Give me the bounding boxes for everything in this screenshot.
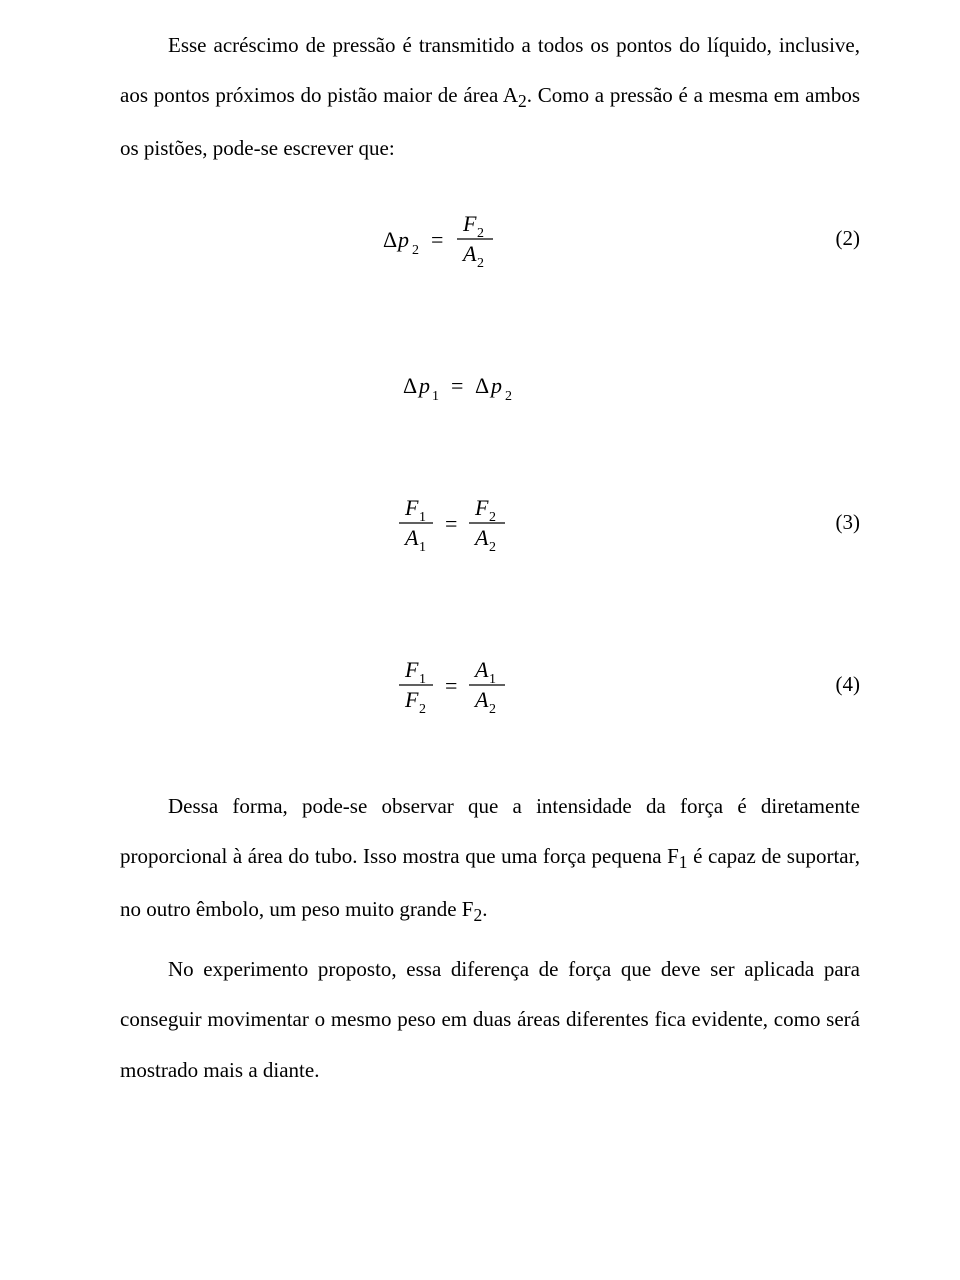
- eq3-A1: A: [403, 525, 419, 550]
- eq4-equals: =: [445, 673, 457, 698]
- eq3-F1: F: [404, 495, 419, 520]
- eq2-equals: =: [431, 227, 443, 252]
- equation-3-row: F 1 A 1 = F 2 A 2 (3): [120, 491, 860, 555]
- equation-2b: Δ p 1 = Δ p 2: [120, 369, 840, 405]
- eq3-equals: =: [445, 511, 457, 536]
- eq2b-sub-l: 1: [432, 389, 439, 404]
- eq2b-p-l: p: [417, 373, 430, 398]
- eq4-F2-sub: 2: [419, 702, 426, 717]
- eq4-F2: F: [404, 687, 419, 712]
- eq2b-delta-l: Δ: [403, 373, 417, 398]
- p1-sub: 2: [518, 92, 527, 112]
- equation-4-row: F 1 F 2 = A 1 A 2 (4): [120, 653, 860, 717]
- p2b-sub: 2: [473, 905, 482, 925]
- eq4-A2-sub: 2: [489, 702, 496, 717]
- eq3-A2-sub: 2: [489, 540, 496, 555]
- equation-2b-row: Δ p 1 = Δ p 2: [120, 369, 860, 405]
- eq2-A: A: [461, 241, 477, 266]
- eq2-sub-left: 2: [412, 243, 419, 258]
- paragraph-3: No experimento proposto, essa diferença …: [120, 944, 860, 1095]
- equation-4: F 1 F 2 = A 1 A 2: [120, 653, 816, 717]
- paragraph-2: Dessa forma, pode-se observar que a inte…: [120, 781, 860, 936]
- eq3-F2: F: [474, 495, 489, 520]
- eq4-F1: F: [404, 657, 419, 682]
- eq2b-equals: =: [451, 373, 463, 398]
- equation-3: F 1 A 1 = F 2 A 2: [120, 491, 816, 555]
- eq4-A1: A: [473, 657, 489, 682]
- eq2-delta: Δ: [383, 227, 397, 252]
- equation-2-svg: Δ p 2 = F 2 A 2: [383, 207, 553, 271]
- p2a-sub: 1: [679, 853, 688, 873]
- equation-2-block: Δ p 2 = F 2 A 2 (2): [120, 207, 860, 271]
- p2b-tail: .: [482, 897, 487, 921]
- eq2b-sub-r: 2: [505, 389, 512, 404]
- eq4-A2: A: [473, 687, 489, 712]
- eq2b-delta-r: Δ: [475, 373, 489, 398]
- equation-3-block: F 1 A 1 = F 2 A 2 (3): [120, 491, 860, 555]
- equation-2: Δ p 2 = F 2 A 2: [120, 207, 816, 271]
- equation-2-number: (2): [816, 226, 861, 251]
- eq3-A2: A: [473, 525, 489, 550]
- p3-text: No experimento proposto, essa diferença …: [120, 957, 860, 1082]
- document-page: Esse acréscimo de pressão é transmitido …: [0, 0, 960, 1143]
- equation-3-number: (3): [816, 510, 861, 535]
- eq3-A1-sub: 1: [419, 540, 426, 555]
- eq2-p: p: [396, 227, 409, 252]
- equation-3-svg: F 1 A 1 = F 2 A 2: [383, 491, 553, 555]
- equation-4-svg: F 1 F 2 = A 1 A 2: [383, 653, 553, 717]
- equation-2b-svg: Δ p 1 = Δ p 2: [395, 369, 565, 405]
- equation-4-block: F 1 F 2 = A 1 A 2 (4): [120, 653, 860, 717]
- paragraph-1: Esse acréscimo de pressão é transmitido …: [120, 20, 860, 173]
- equation-2-row: Δ p 2 = F 2 A 2 (2): [120, 207, 860, 271]
- eq2-A-sub: 2: [477, 256, 484, 271]
- eq2-F: F: [462, 211, 477, 236]
- equation-2b-block: Δ p 1 = Δ p 2: [120, 369, 860, 405]
- eq2b-p-r: p: [489, 373, 502, 398]
- equation-4-number: (4): [816, 672, 861, 697]
